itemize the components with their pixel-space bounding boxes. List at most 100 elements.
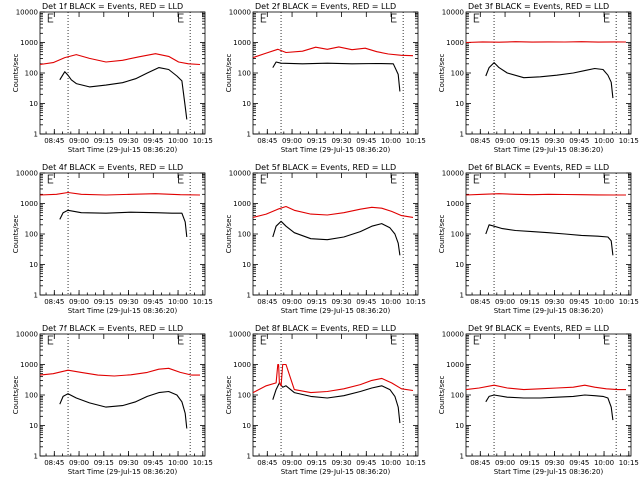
x-tick-label: 08:45 xyxy=(44,459,64,467)
x-axis-label: Start Time (29-Jul-15 08:36:20) xyxy=(494,307,604,315)
y-tick-label: 10 xyxy=(242,261,251,269)
interval-marker xyxy=(473,335,480,345)
x-axis-label: Start Time (29-Jul-15 08:36:20) xyxy=(68,307,178,315)
interval-marker xyxy=(391,13,397,23)
y-tick-label: 10000 xyxy=(442,170,464,178)
lld-series-line xyxy=(39,191,201,196)
y-tick-label: 1 xyxy=(34,131,38,139)
y-tick-label: 1 xyxy=(34,453,38,461)
x-tick-label: 10:00 xyxy=(381,298,401,306)
y-tick-label: 1 xyxy=(460,292,464,300)
x-tick-label: 09:45 xyxy=(569,298,589,306)
x-tick-label: 09:30 xyxy=(331,298,351,306)
x-tick-label: 09:30 xyxy=(544,459,564,467)
events-series-line xyxy=(485,224,614,256)
lld-series-line xyxy=(39,367,200,377)
y-tick-label: 10000 xyxy=(229,9,251,17)
x-tick-label: 09:00 xyxy=(69,137,89,145)
y-tick-label: 10000 xyxy=(229,331,251,339)
panel-title: Det 8f BLACK = Events, RED = LLD xyxy=(255,324,396,333)
x-tick-label: 09:00 xyxy=(495,298,515,306)
plot-frame xyxy=(252,172,419,296)
panel-title: Det 4f BLACK = Events, RED = LLD xyxy=(42,163,183,172)
y-tick-label: 100 xyxy=(451,392,464,400)
lld-series-line xyxy=(465,384,626,391)
x-tick-label: 09:45 xyxy=(143,298,163,306)
interval-marker xyxy=(604,335,610,345)
panel-title: Det 1f BLACK = Events, RED = LLD xyxy=(42,2,183,11)
plot-frame xyxy=(39,172,206,296)
x-axis-label: Start Time (29-Jul-15 08:36:20) xyxy=(281,468,391,476)
panel-title: Det 7f BLACK = Events, RED = LLD xyxy=(42,324,183,333)
x-tick-label: 10:00 xyxy=(168,298,188,306)
x-tick-label: 09:15 xyxy=(94,298,114,306)
x-tick-label: 09:30 xyxy=(118,137,138,145)
events-series-line xyxy=(59,67,188,120)
interval-marker xyxy=(473,13,480,23)
panel-6: Det 6f BLACK = Events, RED = LLD 1 10 100 10… xyxy=(438,163,639,315)
x-tick-label: 09:45 xyxy=(569,459,589,467)
x-tick-label: 10:15 xyxy=(193,137,213,145)
x-tick-label: 09:00 xyxy=(69,459,89,467)
x-tick-label: 08:45 xyxy=(257,298,277,306)
y-tick-label: 10000 xyxy=(16,331,38,339)
y-tick-label: 1000 xyxy=(20,39,38,47)
x-tick-label: 10:00 xyxy=(168,459,188,467)
x-tick-label: 08:45 xyxy=(470,298,490,306)
x-tick-label: 10:15 xyxy=(406,298,426,306)
x-tick-label: 09:15 xyxy=(94,459,114,467)
x-tick-label: 09:45 xyxy=(356,137,376,145)
y-tick-label: 1000 xyxy=(233,200,251,208)
panel-2: Det 2f BLACK = Events, RED = LLD 1 10 100 10… xyxy=(225,2,426,154)
y-tick-label: 1000 xyxy=(446,39,464,47)
x-tick-label: 10:00 xyxy=(594,137,614,145)
interval-marker xyxy=(47,13,54,23)
events-series-line xyxy=(485,62,614,99)
lld-series-line xyxy=(465,41,627,44)
plot-frame xyxy=(465,333,632,457)
lld-series-line xyxy=(39,53,201,66)
x-axis-label: Start Time (29-Jul-15 08:36:20) xyxy=(281,307,391,315)
panel-3: Det 3f BLACK = Events, RED = LLD 1 10 100 10… xyxy=(438,2,639,154)
interval-marker xyxy=(391,174,397,184)
x-tick-label: 10:15 xyxy=(406,137,426,145)
y-tick-label: 10 xyxy=(29,100,38,108)
lld-series-line xyxy=(252,205,414,218)
x-tick-label: 09:15 xyxy=(520,459,540,467)
x-tick-label: 09:00 xyxy=(495,459,515,467)
x-tick-label: 08:45 xyxy=(470,137,490,145)
interval-marker xyxy=(260,335,267,345)
x-tick-label: 10:15 xyxy=(406,459,426,467)
interval-marker xyxy=(178,174,184,184)
y-axis-label: Counts/sec xyxy=(438,215,446,254)
interval-marker xyxy=(604,13,610,23)
x-tick-label: 09:45 xyxy=(143,137,163,145)
x-tick-label: 10:00 xyxy=(381,459,401,467)
x-tick-label: 09:45 xyxy=(356,459,376,467)
panel-title: Det 9f BLACK = Events, RED = LLD xyxy=(468,324,609,333)
y-tick-label: 10 xyxy=(455,261,464,269)
x-tick-label: 08:45 xyxy=(257,459,277,467)
panel-title: Det 5f BLACK = Events, RED = LLD xyxy=(255,163,396,172)
x-tick-label: 10:15 xyxy=(193,298,213,306)
y-axis-label: Counts/sec xyxy=(12,54,20,93)
interval-marker xyxy=(47,174,54,184)
x-tick-label: 10:00 xyxy=(594,298,614,306)
y-axis-label: Counts/sec xyxy=(225,215,233,254)
panel-8: Det 8f BLACK = Events, RED = LLD 1 10 100 10… xyxy=(225,324,426,476)
x-tick-label: 10:15 xyxy=(193,459,213,467)
panel-4: Det 4f BLACK = Events, RED = LLD 1 10 100 10… xyxy=(12,163,213,315)
y-tick-label: 10 xyxy=(242,422,251,430)
y-tick-label: 100 xyxy=(451,231,464,239)
x-tick-label: 09:30 xyxy=(331,137,351,145)
y-tick-label: 1000 xyxy=(20,361,38,369)
x-tick-label: 10:00 xyxy=(168,137,188,145)
x-tick-label: 10:00 xyxy=(381,137,401,145)
y-tick-label: 1 xyxy=(460,453,464,461)
y-tick-label: 1000 xyxy=(446,361,464,369)
interval-marker xyxy=(47,335,54,345)
y-tick-label: 10000 xyxy=(442,331,464,339)
events-series-line xyxy=(59,209,188,238)
events-series-line xyxy=(272,61,401,92)
